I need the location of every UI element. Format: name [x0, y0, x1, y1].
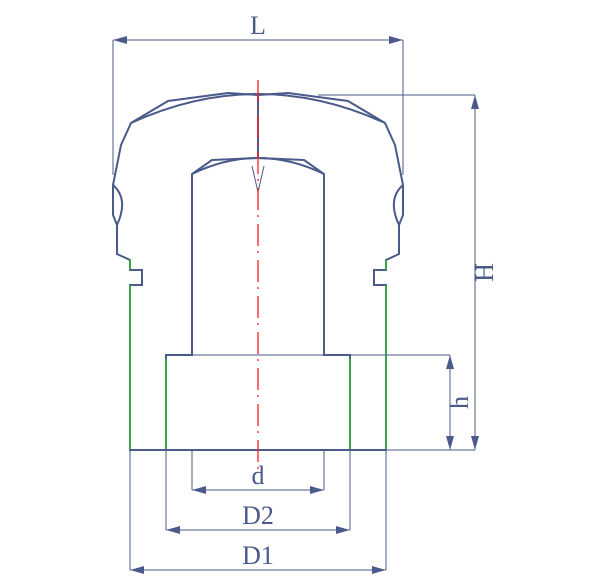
h-dim-label: h [445, 396, 474, 409]
d-dim-label: d [252, 461, 265, 490]
D1-dim-label: D1 [242, 541, 274, 570]
L-dim-label: L [250, 11, 266, 40]
H-dim-label: H [470, 263, 499, 282]
D2-dim-label: D2 [242, 501, 274, 530]
